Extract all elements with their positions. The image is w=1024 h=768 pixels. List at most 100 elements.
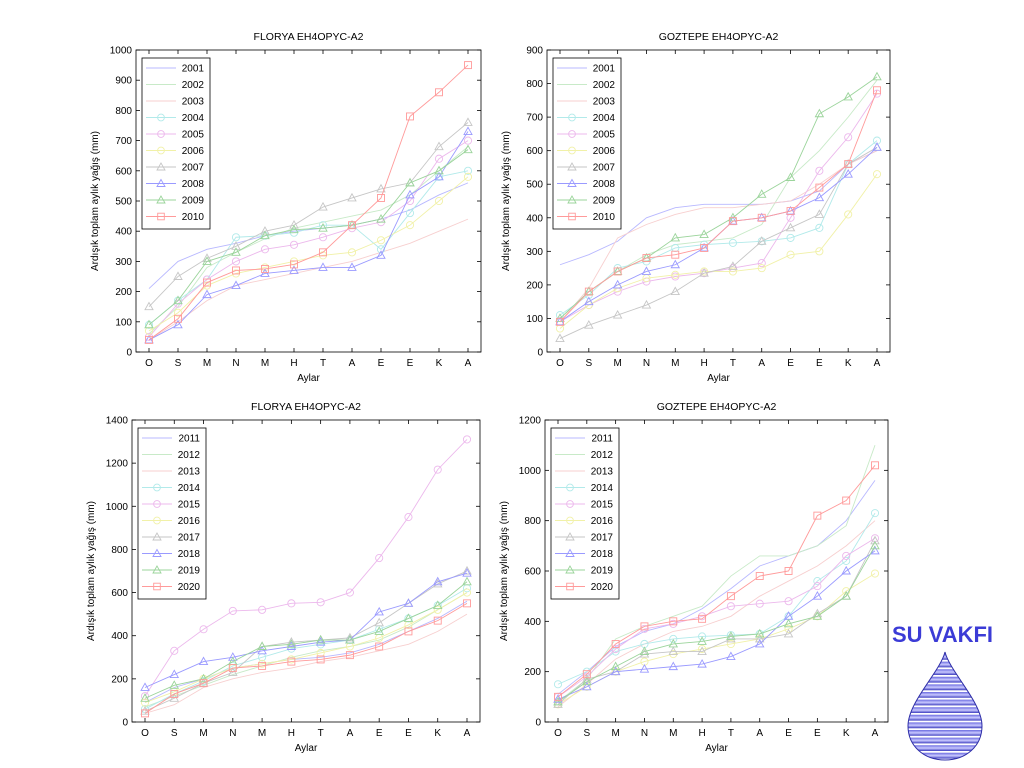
legend-label: 2015 <box>178 500 201 511</box>
data-point <box>432 600 443 609</box>
legend-box <box>552 57 622 230</box>
data-point <box>463 117 473 126</box>
series-line <box>144 602 468 714</box>
legend-label: 2004 <box>182 113 205 124</box>
data-point <box>406 112 414 121</box>
data-point <box>844 210 853 219</box>
legend-label: 2010 <box>593 212 616 223</box>
series-2013 <box>144 613 468 714</box>
logo-band <box>908 730 982 736</box>
legend-label: 2018 <box>178 549 201 560</box>
chart-3: FLORYA EH4OPYC-A2 0 200 400 600 800 1000 1200 14… <box>86 401 481 754</box>
legend-marker <box>566 500 574 508</box>
data-point <box>841 591 851 600</box>
legend-marker <box>568 146 576 155</box>
legend-label: 2001 <box>593 64 616 75</box>
data-point <box>813 577 822 586</box>
data-point <box>289 265 299 274</box>
legend-label: 2019 <box>178 566 201 577</box>
data-point <box>318 223 328 232</box>
series-2010 <box>145 61 472 344</box>
y-tick-label: 500 <box>526 180 543 191</box>
x-tick-label: M <box>203 358 211 369</box>
series-line <box>559 146 878 339</box>
logo-band <box>908 707 982 714</box>
x-tick-label: H <box>288 728 295 739</box>
data-point <box>463 599 471 608</box>
data-point <box>405 221 415 230</box>
legend-marker <box>157 146 165 155</box>
legend-label: 2002 <box>182 80 205 91</box>
data-point <box>140 693 150 702</box>
x-axis-label: Aylar <box>705 743 728 754</box>
data-point <box>345 634 355 644</box>
legend-marker <box>565 565 575 574</box>
series-2010 <box>556 86 881 326</box>
data-point <box>872 170 882 179</box>
data-point <box>757 264 766 273</box>
legend-label: 2009 <box>593 196 616 207</box>
x-tick-label: E <box>787 358 794 369</box>
data-point <box>814 209 825 218</box>
data-point <box>728 261 738 270</box>
series-2002 <box>148 146 469 335</box>
data-point <box>639 664 650 673</box>
data-point <box>316 648 325 658</box>
series-line <box>144 572 468 688</box>
data-point <box>140 705 150 714</box>
data-point <box>670 232 681 242</box>
series-2013 <box>557 520 876 708</box>
y-tick-label: 1000 <box>110 46 133 57</box>
legend-marker <box>152 532 162 541</box>
data-point <box>405 196 415 206</box>
data-point <box>783 618 794 628</box>
logo-band <box>908 722 982 729</box>
data-point <box>756 189 767 198</box>
data-point <box>376 250 386 259</box>
data-point <box>173 295 183 305</box>
legend-marker <box>568 113 576 122</box>
data-point <box>462 568 472 577</box>
data-point <box>405 209 415 218</box>
data-point <box>728 238 737 247</box>
data-point <box>232 266 240 275</box>
logo-band <box>908 752 982 759</box>
x-tick-label: A <box>347 728 354 739</box>
y-tick-label: 200 <box>111 674 128 685</box>
data-point <box>145 335 153 344</box>
data-point <box>843 158 853 168</box>
data-point <box>405 177 415 187</box>
x-tick-label: A <box>465 358 472 369</box>
series-line <box>148 131 469 341</box>
legend-label: 2007 <box>593 163 616 174</box>
data-point <box>374 606 384 616</box>
chart-1: FLORYA EH4OPYC-A2 0 100 200 300 400 500 600 700 8… <box>90 31 482 384</box>
x-tick-label: N <box>643 358 650 369</box>
y-tick-label: 0 <box>535 718 541 729</box>
data-point <box>286 639 297 648</box>
y-tick-label: 800 <box>526 79 543 90</box>
x-tick-label: A <box>756 728 763 739</box>
series-2012 <box>557 445 876 703</box>
data-point <box>728 217 737 226</box>
legend-marker <box>157 130 165 138</box>
data-point <box>434 171 444 181</box>
data-point <box>374 626 384 635</box>
data-point <box>870 535 880 545</box>
data-point <box>173 271 183 280</box>
legend-marker <box>156 195 166 204</box>
data-point <box>463 126 473 135</box>
series-2001 <box>559 150 878 266</box>
data-point <box>813 511 822 520</box>
series-line <box>148 140 469 338</box>
data-point <box>228 652 238 661</box>
logo-band <box>908 676 982 683</box>
series-line <box>559 90 878 323</box>
data-point <box>258 661 267 670</box>
data-point <box>842 556 851 565</box>
data-point <box>841 565 851 575</box>
data-point <box>347 220 357 229</box>
data-point <box>463 166 473 175</box>
data-point <box>670 286 681 296</box>
